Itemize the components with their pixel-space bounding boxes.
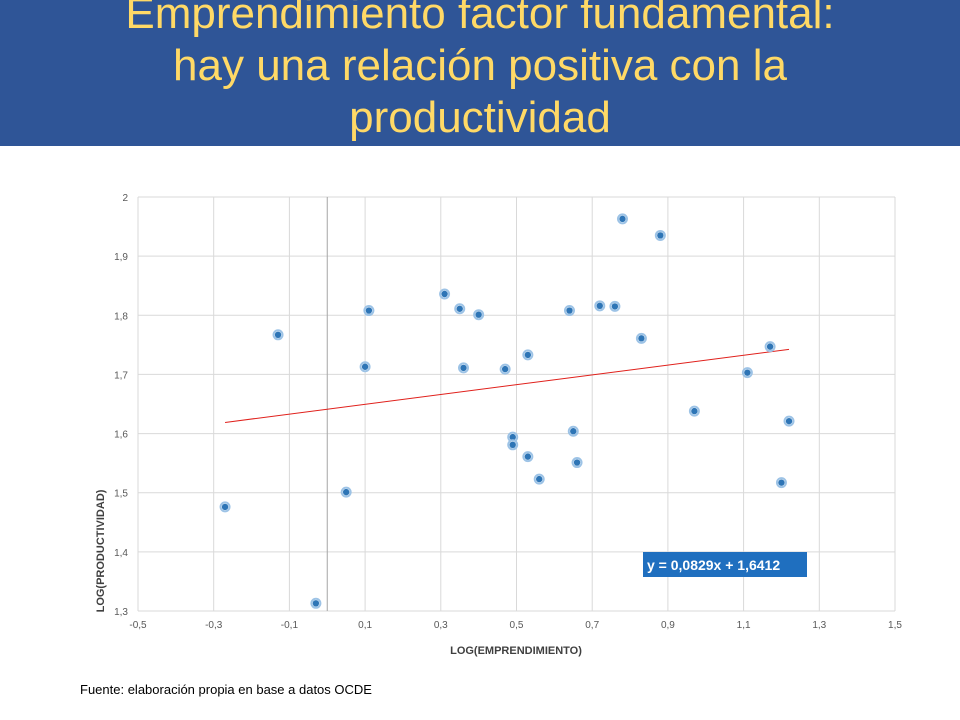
x-tick-label: 1,5 [888, 620, 902, 631]
data-point [342, 488, 350, 496]
slide-title: Emprendimiento factor fundamental: hay u… [125, 0, 835, 142]
x-tick-label: 0,1 [358, 620, 372, 631]
y-tick-label: 1,6 [114, 430, 128, 441]
data-point [778, 479, 785, 486]
x-axis-title: LOG(EMPRENDIMIENTO) [450, 645, 582, 657]
data-point [566, 307, 573, 314]
data-point [274, 331, 282, 339]
data-point [509, 433, 516, 441]
x-tick-labels: -0,5 -0,3 -0,1 0,1 0,3 0,5 0,7 0,9 1,1 1,3 1,5 [129, 620, 902, 631]
x-tick-label: -0,5 [129, 620, 147, 631]
chart-grid [137, 196, 896, 612]
y-tick-label: 1,5 [114, 489, 128, 500]
data-point [536, 475, 543, 483]
data-point [441, 290, 448, 298]
x-tick-label: 0,7 [585, 620, 599, 631]
data-point [611, 303, 619, 310]
trendline [224, 348, 790, 423]
data-point [524, 351, 532, 359]
y-tick-label: 1,3 [114, 607, 128, 618]
data-point [766, 343, 774, 350]
trendline-equation-box: y = 0,0829x + 1,6412 [643, 552, 807, 577]
data-point [524, 453, 532, 460]
data-points [219, 213, 795, 609]
x-tick-label: 0,5 [510, 620, 524, 631]
x-tick-label: 0,3 [434, 620, 448, 631]
data-point [596, 302, 603, 310]
y-tick-label: 1,8 [114, 311, 128, 322]
data-point [657, 232, 664, 239]
data-point [475, 311, 482, 318]
source-note: Fuente: elaboración propia en base a dat… [80, 682, 372, 697]
x-tick-label: 0,9 [661, 620, 675, 631]
x-tick-label: 1,1 [737, 620, 751, 631]
y-tick-label: 1,4 [114, 548, 128, 559]
data-point [691, 407, 698, 415]
data-point [221, 503, 229, 511]
data-point [570, 428, 577, 435]
trendline-equation: y = 0,0829x + 1,6412 [647, 557, 780, 573]
y-tick-label: 1,9 [114, 252, 128, 263]
data-point [744, 369, 751, 376]
data-point [573, 459, 581, 466]
slide-header: Emprendimiento factor fundamental: hay u… [0, 0, 960, 146]
y-tick-label: 2 [122, 193, 128, 204]
y-axis-title: LOG(PRODUCTIVIDAD) [95, 489, 107, 612]
x-tick-label: 1,3 [812, 620, 826, 631]
data-point [509, 441, 516, 449]
y-tick-labels: 2 1,9 1,8 1,7 1,6 1,5 1,4 1,3 [114, 193, 128, 618]
data-point [365, 307, 373, 314]
data-point [501, 365, 509, 373]
data-point [785, 417, 793, 425]
data-point [456, 305, 463, 312]
data-point [361, 363, 369, 370]
x-tick-label: -0,1 [281, 620, 299, 631]
scatter-chart: -0,5 -0,3 -0,1 0,1 0,3 0,5 0,7 0,9 1,1 1,3 1,5 2 1,… [95, 193, 902, 657]
data-point [312, 600, 320, 607]
data-point [638, 335, 645, 342]
x-tick-label: -0,3 [205, 620, 223, 631]
data-point [619, 215, 626, 223]
equation-box-background [643, 552, 807, 577]
data-point [460, 364, 467, 372]
y-tick-label: 1,7 [114, 370, 128, 381]
